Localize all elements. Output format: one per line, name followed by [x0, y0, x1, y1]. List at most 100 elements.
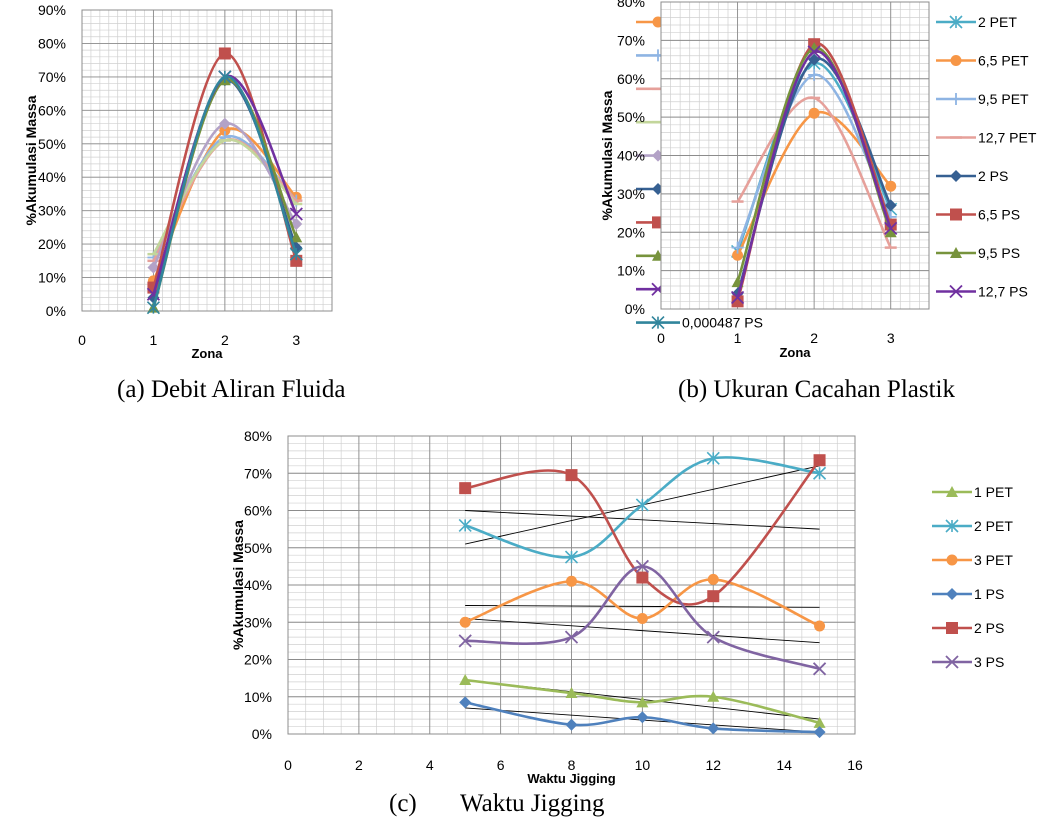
legend-marker — [946, 622, 958, 634]
legend-label: 12,7 PS — [978, 284, 1028, 300]
y-tick-label: 70% — [244, 465, 272, 481]
y-tick-label: 20% — [617, 224, 645, 240]
y-tick-label: 60% — [244, 503, 272, 519]
legend-label: 6,5 PET — [978, 53, 1029, 69]
y-tick-label: 90% — [38, 2, 66, 18]
y-tick-label: 30% — [38, 203, 66, 219]
series-10 — [146, 70, 303, 315]
legend-marker — [651, 316, 665, 330]
trendline — [465, 618, 820, 644]
legend-marker — [950, 170, 962, 182]
series-4 — [459, 696, 826, 739]
data-point — [289, 207, 303, 221]
data-point — [146, 301, 160, 315]
data-point — [732, 249, 744, 261]
data-point — [884, 226, 897, 238]
legend-label: 2 PET — [974, 518, 1013, 534]
y-axis-label: %Akumulasi Massa — [230, 520, 246, 650]
y-tick-label: 80% — [38, 35, 66, 51]
data-point — [885, 180, 897, 192]
y-tick-label: 20% — [244, 652, 272, 668]
legend-marker — [946, 588, 958, 600]
data-point — [636, 711, 649, 724]
series-2 — [458, 451, 827, 564]
data-point — [807, 45, 821, 59]
data-point — [707, 690, 720, 702]
caption-c: (c) Waktu Jigging — [389, 790, 605, 817]
data-point — [813, 454, 826, 467]
series-3 — [459, 573, 826, 632]
legend-label: 9,5 PET — [978, 91, 1029, 107]
series-8 — [730, 45, 898, 305]
legend-marker — [949, 284, 963, 299]
data-point — [884, 199, 897, 212]
data-point — [730, 290, 745, 305]
legend: 1 PET 2 PET 3 PET 1 PS 2 PS 3 PS — [932, 484, 1013, 670]
legend-label: 2 PS — [978, 168, 1008, 184]
x-axis-label: Zona — [191, 346, 223, 361]
legend-marker — [950, 93, 962, 105]
data-point — [635, 559, 650, 574]
legend-label: 3 PET — [974, 552, 1013, 568]
data-point — [808, 107, 820, 119]
y-tick-label: 70% — [617, 32, 645, 48]
data-point — [459, 673, 472, 685]
data-point — [219, 124, 231, 136]
y-tick-label: 50% — [617, 109, 645, 125]
x-tick-label: 4 — [426, 757, 434, 773]
legend-marker — [945, 519, 959, 533]
data-point — [731, 295, 744, 308]
y-tick-label: 40% — [244, 577, 272, 593]
series-1 — [459, 673, 826, 728]
x-axis-label: Zona — [779, 345, 811, 360]
data-point — [731, 241, 744, 254]
legend-label: 6,5 PS — [978, 207, 1020, 223]
data-point — [812, 466, 827, 480]
data-point — [808, 53, 821, 66]
caption-a: (a) Debit Aliran Fluida — [117, 376, 346, 403]
series-6 — [458, 559, 827, 676]
data-point — [147, 261, 160, 274]
y-tick-label: 20% — [38, 236, 66, 252]
y-tick-label: 80% — [617, 0, 645, 10]
data-point — [707, 573, 719, 585]
data-point — [707, 590, 720, 603]
y-tick-label: 50% — [38, 136, 66, 152]
x-tick-label: 1 — [150, 332, 158, 348]
legend-marker — [946, 486, 958, 497]
y-tick-label: 0% — [46, 303, 66, 319]
trendline — [465, 510, 820, 530]
chart-b: 0% 10% 20% 30% 40% 50% 60% 70% 80% 0 1 2 3 Zona %Akumu… — [599, 0, 1037, 360]
legend-label: 2 PET — [978, 14, 1017, 30]
chart-a: 0%10%20%30%40%50%60%70%80%90%0 1 2 3Zona%Ak… — [23, 2, 772, 361]
data-point — [566, 575, 577, 587]
data-point — [218, 117, 231, 130]
y-tick-label: 30% — [617, 186, 645, 202]
y-tick-label: 80% — [244, 428, 272, 444]
y-tick-label: 60% — [38, 102, 66, 118]
data-point — [814, 620, 826, 632]
legend-label: 1 PS — [974, 586, 1004, 602]
data-point — [459, 696, 472, 709]
data-point — [636, 571, 649, 584]
y-tick-label: 10% — [38, 270, 66, 286]
y-tick-label: 10% — [244, 689, 272, 705]
y-axis-label: %Akumulasi Massa — [599, 90, 615, 220]
y-tick-label: 0% — [252, 726, 272, 742]
data-point — [458, 518, 472, 532]
data-point — [636, 696, 649, 708]
data-point — [218, 70, 232, 84]
data-point — [218, 47, 231, 60]
data-point — [290, 231, 303, 243]
y-axis-label: %Akumulasi Massa — [23, 95, 39, 225]
grid — [81, 9, 333, 312]
data-point — [808, 68, 821, 81]
x-tick-label: 2 — [355, 757, 363, 773]
legend-label: 1 PET — [974, 484, 1013, 500]
y-tick-label: 10% — [617, 263, 645, 279]
x-axis-label: Waktu Jigging — [527, 771, 615, 786]
x-tick-label: 0 — [284, 757, 292, 773]
legend-marker — [950, 208, 962, 221]
data-point — [565, 718, 578, 731]
x-tick-label: 12 — [705, 757, 721, 773]
